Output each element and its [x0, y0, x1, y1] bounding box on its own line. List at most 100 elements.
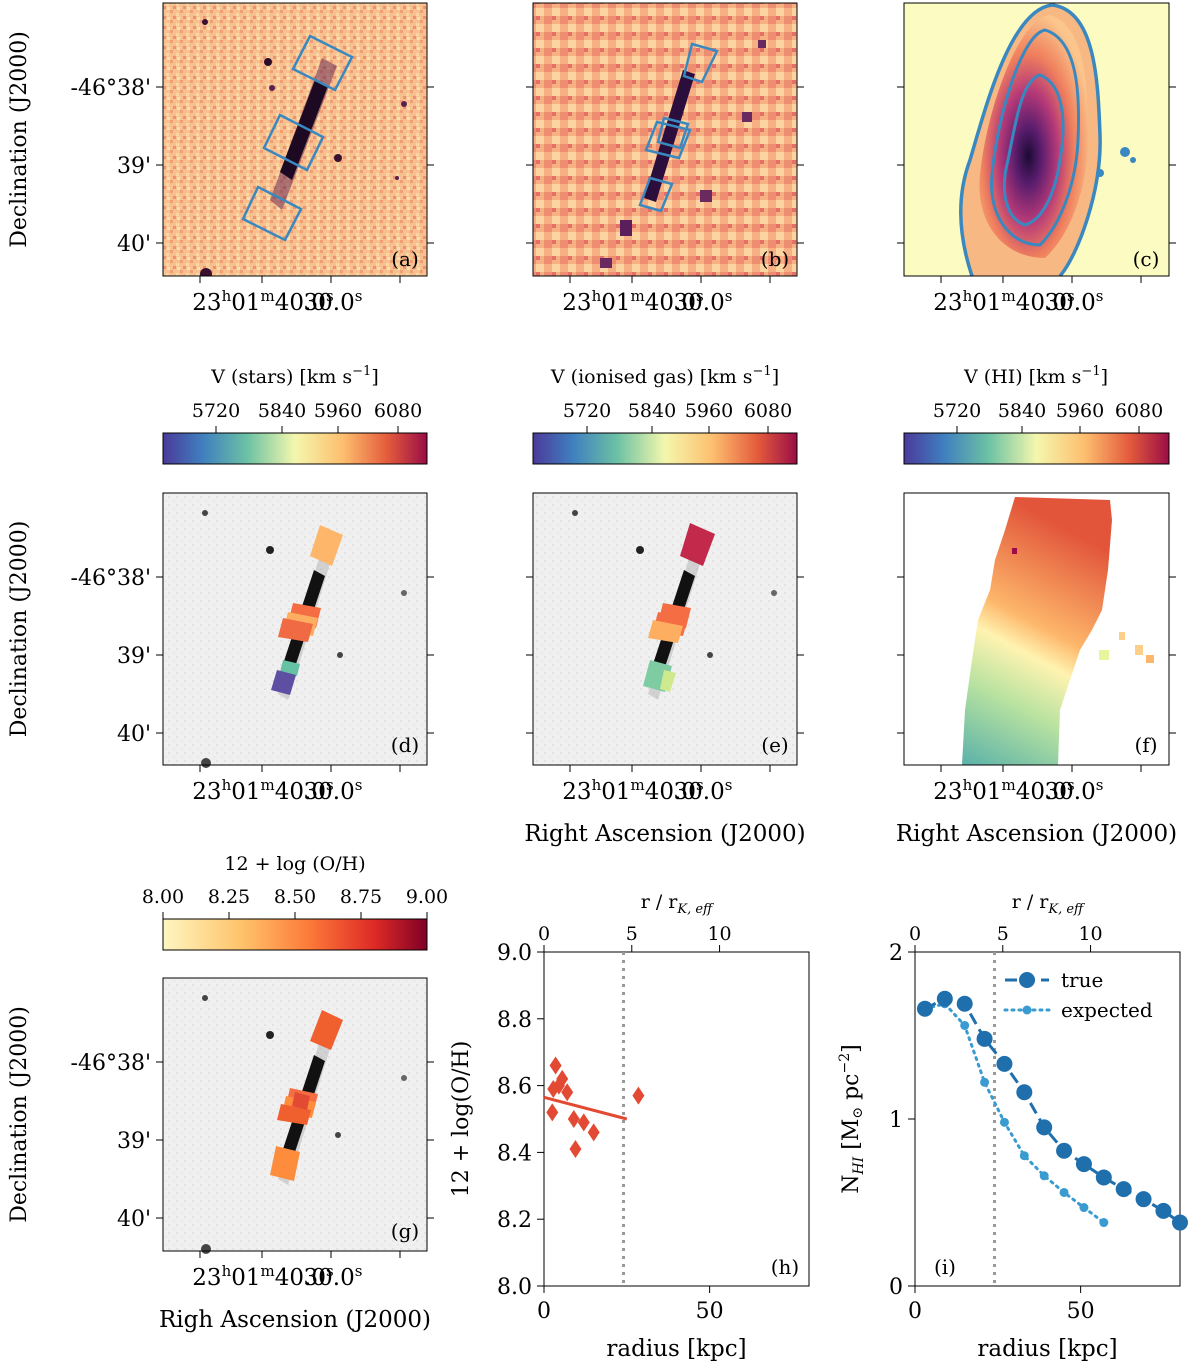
- series-true-point: [1036, 1119, 1053, 1136]
- ra-tick-label: 30.0s: [304, 287, 363, 316]
- ra-tick-label: 30.0s: [674, 287, 733, 316]
- declination-axis-label: Declination (J2000): [7, 521, 32, 738]
- fit-line: [543, 1095, 628, 1121]
- series-true-point: [1155, 1202, 1172, 1219]
- data-point: [567, 1110, 580, 1128]
- y-axis-label: NHI [M⊙ pc−2]: [837, 1044, 867, 1193]
- plot-frame: [543, 951, 810, 1287]
- colorbar-tick: 5720: [933, 400, 981, 422]
- y-tick-label: 8.6: [497, 1075, 532, 1100]
- aperture-boxes: [241, 34, 354, 242]
- panel-f-label: (f): [1134, 733, 1157, 757]
- colorbar-tick: 5720: [563, 400, 611, 422]
- ra-tick-label: 23h01m40.0s: [933, 776, 1074, 805]
- panel-i-label: (i): [934, 1255, 956, 1279]
- dec-tick-label: 39': [117, 1129, 151, 1154]
- dec-tick-label: -46°38': [71, 76, 151, 101]
- ra-axis-label: Right Ascension (J2000): [524, 821, 805, 847]
- y-tick-label: 8.0: [497, 1275, 532, 1300]
- series-true-point: [1016, 1084, 1033, 1101]
- panel-h-label: (h): [771, 1255, 800, 1279]
- ra-tick-label: 30.0s: [1045, 287, 1104, 316]
- series-true-point: [1172, 1214, 1188, 1231]
- declination-axis-label: Declination (J2000): [7, 31, 32, 248]
- colorbar-hi-label: V (HI) [km s: [963, 366, 1081, 388]
- colorbar-stars-gradient: [162, 432, 428, 465]
- series-expected-point: [1019, 1151, 1029, 1161]
- series-expected-point: [1039, 1171, 1049, 1181]
- data-point: [546, 1103, 559, 1122]
- colorbar-tick: 9.00: [406, 886, 448, 908]
- top-tick-label: 10: [707, 923, 731, 945]
- top-tick-label: 5: [997, 923, 1009, 945]
- colorbar-oh: 12 + log (O/H) 8.00 8.25 8.50 8.75 9.00: [142, 853, 448, 951]
- colorbar-hi-gradient: [903, 432, 1170, 465]
- colorbar-stars-label: V (stars) [km s: [210, 366, 352, 388]
- y-tick-label: 8.4: [497, 1141, 532, 1166]
- ra-tick-label: 23h01m40.0s: [192, 776, 333, 805]
- series-true-point: [1075, 1156, 1092, 1173]
- series-expected-point: [1079, 1203, 1089, 1213]
- panel-a-label: (a): [391, 247, 419, 271]
- panel-d-label: (d): [391, 733, 419, 757]
- svg-text:V (ionised gas) [km s−1]: V (ionised gas) [km s−1]: [550, 364, 779, 388]
- ra-tick-label: 30.0s: [674, 776, 733, 805]
- ra-tick-label: 30.0s: [304, 1262, 363, 1291]
- panel-h-plot: 0 50 8.0 8.2 8.4 8.6 8.8 9.0 0 5 10 r / rK, eff radi…: [449, 891, 810, 1362]
- ra-tick-label: 23h01m40.0s: [562, 287, 703, 316]
- ra-tick-label: 23h01m40.0s: [933, 287, 1074, 316]
- panel-b-label: (b): [761, 247, 789, 271]
- x-tick-label: 0: [537, 1299, 551, 1324]
- top-tick-label: 10: [1078, 923, 1102, 945]
- data-point: [561, 1083, 574, 1102]
- colorbar-tick: 8.50: [274, 886, 316, 908]
- data-point: [549, 1056, 562, 1075]
- colorbar-tick: 5960: [685, 400, 733, 422]
- x-axis-label: radius [kpc]: [977, 1336, 1117, 1362]
- y-tick-label: 2: [889, 941, 903, 966]
- series-true-point: [1056, 1142, 1073, 1159]
- data-point: [577, 1113, 590, 1132]
- colorbar-gas-gradient: [532, 432, 798, 465]
- colorbar-tick: 5840: [998, 400, 1046, 422]
- colorbar-tick: 8.25: [208, 886, 250, 908]
- panel-a: (a): [162, 2, 428, 277]
- x-axis-label: radius [kpc]: [606, 1336, 746, 1362]
- y-tick-label: 0: [889, 1275, 903, 1300]
- declination-axis-label: Declination (J2000): [7, 1006, 32, 1223]
- data-point: [556, 1069, 569, 1088]
- colorbar-oh-gradient: [162, 918, 428, 951]
- panel-d: (d): [162, 492, 428, 768]
- colorbar-tick: 6080: [744, 400, 792, 422]
- legend-true-marker: [1019, 972, 1035, 988]
- y-axis-label: 12 + log(O/H): [449, 1041, 474, 1198]
- panel-e-label: (e): [761, 733, 788, 757]
- series-expected-line: [923, 1002, 1106, 1225]
- top-tick-label: 0: [909, 923, 921, 945]
- dec-tick-label: 40': [117, 232, 151, 257]
- legend-true-label: true: [1061, 968, 1103, 992]
- ra-tick-label: 23h01m40.0s: [192, 1262, 333, 1291]
- colorbar-tick: 8.00: [142, 886, 184, 908]
- colorbar-tick: 6080: [1115, 400, 1163, 422]
- panel-g: (g): [162, 977, 428, 1254]
- ra-tick-label: 30.0s: [304, 776, 363, 805]
- colorbar-tick: 5960: [1056, 400, 1104, 422]
- data-point: [587, 1123, 600, 1142]
- dec-tick-label: 39': [117, 154, 151, 179]
- y-tick-label: 8.8: [497, 1008, 532, 1033]
- series-true-point: [936, 990, 953, 1007]
- hi-velocity-map: [962, 497, 1112, 765]
- dec-tick-label: 39': [117, 644, 151, 669]
- panel-g-label: (g): [391, 1219, 419, 1243]
- series-expected-point: [1099, 1218, 1109, 1228]
- aperture-boxes: [638, 42, 719, 213]
- top-axis-label: r / rK, eff: [1012, 891, 1086, 917]
- series-true-point: [956, 995, 973, 1012]
- series-expected-point: [980, 1077, 990, 1087]
- colorbar-hi: V (HI) [km s−1] 5720 5840 5960 6080: [903, 364, 1170, 465]
- ra-axis-label: Right Ascension (J2000): [896, 821, 1177, 847]
- top-tick-label: 5: [626, 923, 638, 945]
- y-tick-label: 9.0: [497, 941, 532, 966]
